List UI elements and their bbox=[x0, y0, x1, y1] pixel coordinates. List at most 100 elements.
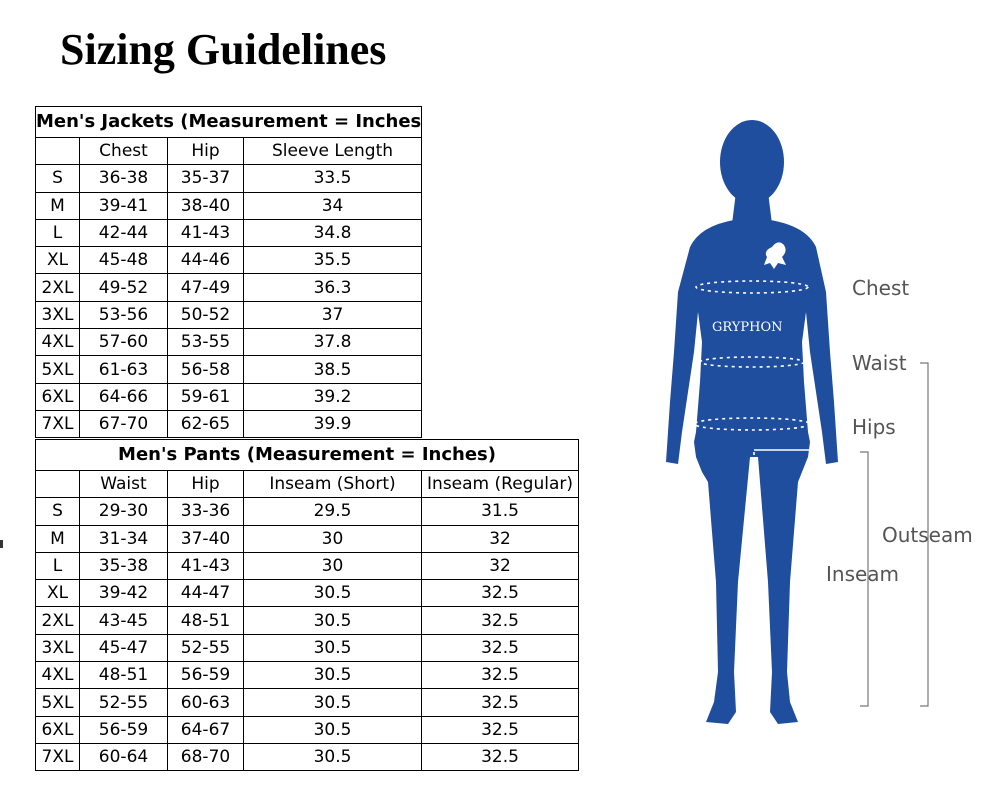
measurement-cell: 67-70 bbox=[79, 409, 168, 439]
inseam-label: Inseam bbox=[826, 562, 900, 586]
measurement-cell: 57-60 bbox=[79, 328, 168, 357]
measurement-cell: 30 bbox=[243, 551, 422, 581]
size-label-cell: 6XL bbox=[35, 382, 80, 411]
inseam-bracket bbox=[860, 451, 869, 707]
measurement-cell: 45-47 bbox=[79, 633, 168, 663]
column-header: Inseam (Regular) bbox=[420, 469, 580, 499]
measurement-cell: 39.9 bbox=[242, 409, 423, 439]
measurement-cell: 45-48 bbox=[79, 246, 168, 275]
measurement-cell: 37.8 bbox=[242, 328, 423, 357]
size-label-cell: L bbox=[35, 218, 80, 248]
hips-label: Hips bbox=[852, 415, 896, 439]
measurement-cell: 42-44 bbox=[79, 218, 168, 248]
measurement-cell: 37-40 bbox=[167, 524, 244, 553]
measurement-cell: 38-40 bbox=[167, 191, 244, 220]
table-row: 2XL 43-45 48-51 30.5 32.5 bbox=[35, 606, 580, 635]
column-header: Hip bbox=[167, 136, 244, 166]
measurement-cell: 35-38 bbox=[79, 551, 168, 581]
table-row: 4XL 57-60 53-55 37.8 bbox=[35, 328, 423, 357]
table-row: 3XL 53-56 50-52 37 bbox=[35, 300, 423, 330]
column-header bbox=[35, 469, 80, 499]
measurement-cell: 37 bbox=[242, 300, 423, 330]
size-label-cell: 3XL bbox=[35, 633, 80, 663]
measurement-cell: 52-55 bbox=[79, 688, 168, 717]
measurement-cell: 62-65 bbox=[167, 409, 244, 439]
table-row: 6XL 56-59 64-67 30.5 32.5 bbox=[35, 715, 580, 744]
measurement-cell: 31-34 bbox=[79, 524, 168, 553]
table-row: L 35-38 41-43 30 32 bbox=[35, 551, 580, 581]
table-row: XL 39-42 44-47 30.5 32.5 bbox=[35, 579, 580, 608]
measurement-cell: 32.5 bbox=[420, 742, 580, 772]
size-label-cell: 6XL bbox=[35, 715, 80, 744]
size-label-cell: L bbox=[35, 551, 80, 581]
size-label-cell: 4XL bbox=[35, 661, 80, 690]
measurement-cell: 32.5 bbox=[420, 606, 580, 635]
measurement-cell: 32.5 bbox=[420, 633, 580, 663]
size-label-cell: 7XL bbox=[35, 409, 80, 439]
pants-table-caption: Men's Pants (Measurement = Inches) bbox=[34, 439, 580, 471]
measurement-cell: 29-30 bbox=[79, 497, 168, 526]
gryphon-logo-icon bbox=[764, 242, 786, 269]
edge-mark bbox=[0, 540, 3, 548]
measurement-cell: 33.5 bbox=[242, 164, 423, 193]
measurement-cell: 48-51 bbox=[167, 606, 244, 635]
measurement-cell: 30.5 bbox=[243, 633, 422, 663]
size-label-cell: 3XL bbox=[35, 300, 80, 330]
silhouette-shape bbox=[666, 120, 838, 724]
measurement-cell: 68-70 bbox=[167, 742, 244, 772]
measurement-cell: 64-67 bbox=[167, 715, 244, 744]
table-row: 7XL 60-64 68-70 30.5 32.5 bbox=[35, 742, 580, 772]
measurement-cell: 30.5 bbox=[243, 742, 422, 772]
pants-size-table: Men's Pants (Measurement = Inches) Waist… bbox=[34, 439, 580, 772]
column-header: Sleeve Length bbox=[242, 136, 423, 166]
measurement-cell: 41-43 bbox=[167, 218, 244, 248]
table-row: 6XL 64-66 59-61 39.2 bbox=[35, 382, 423, 411]
measurement-cell: 39.2 bbox=[242, 382, 423, 411]
measurement-cell: 32.5 bbox=[420, 579, 580, 608]
measurement-cell: 60-64 bbox=[79, 742, 168, 772]
measurement-cell: 36.3 bbox=[242, 273, 423, 302]
measurement-cell: 30.5 bbox=[243, 688, 422, 717]
measurement-cell: 33-36 bbox=[167, 497, 244, 526]
measurement-cell: 30.5 bbox=[243, 661, 422, 690]
size-label-cell: M bbox=[35, 524, 80, 553]
measurement-cell: 52-55 bbox=[167, 633, 244, 663]
table-row: M 31-34 37-40 30 32 bbox=[35, 524, 580, 553]
table-row: 3XL 45-47 52-55 30.5 32.5 bbox=[35, 633, 580, 663]
size-label-cell: S bbox=[35, 164, 80, 193]
measurement-cell: 30.5 bbox=[243, 579, 422, 608]
table-row: 5XL 52-55 60-63 30.5 32.5 bbox=[35, 688, 580, 717]
measurement-cell: 30.5 bbox=[243, 715, 422, 744]
table-row: 5XL 61-63 56-58 38.5 bbox=[35, 355, 423, 384]
measurement-cell: 39-41 bbox=[79, 191, 168, 220]
column-header: Chest bbox=[79, 136, 168, 166]
measurement-cell: 29.5 bbox=[243, 497, 422, 526]
table-row: S 29-30 33-36 29.5 31.5 bbox=[35, 497, 580, 526]
measurement-cell: 35-37 bbox=[167, 164, 244, 193]
measurement-cell: 44-47 bbox=[167, 579, 244, 608]
measurement-cell: 34.8 bbox=[242, 218, 423, 248]
measurement-cell: 30 bbox=[243, 524, 422, 553]
table-row: S 36-38 35-37 33.5 bbox=[35, 164, 423, 193]
size-label-cell: 2XL bbox=[35, 606, 80, 635]
jackets-size-table: Men's Jackets (Measurement = Inches) Che… bbox=[34, 106, 423, 439]
measurement-cell: 53-56 bbox=[79, 300, 168, 330]
measurement-cell: 59-61 bbox=[167, 382, 244, 411]
column-header: Hip bbox=[167, 469, 244, 499]
size-label-cell: 5XL bbox=[35, 355, 80, 384]
size-label-cell: S bbox=[35, 497, 80, 526]
measurement-cell: 32.5 bbox=[420, 688, 580, 717]
chest-measure-line bbox=[695, 280, 809, 294]
jackets-table-caption: Men's Jackets (Measurement = Inches) bbox=[34, 106, 423, 138]
page-title: Sizing Guidelines bbox=[60, 25, 387, 74]
table-row: M 39-41 38-40 34 bbox=[35, 191, 423, 220]
measurement-cell: 43-45 bbox=[79, 606, 168, 635]
brand-logo-text: GRYPHON bbox=[712, 320, 782, 335]
measurement-cell: 60-63 bbox=[167, 688, 244, 717]
measurement-cell: 30.5 bbox=[243, 606, 422, 635]
size-label-cell: XL bbox=[35, 579, 80, 608]
measurement-cell: 32 bbox=[420, 551, 580, 581]
measurement-cell: 56-59 bbox=[167, 661, 244, 690]
table-row: 4XL 48-51 56-59 30.5 32.5 bbox=[35, 661, 580, 690]
measurement-cell: 39-42 bbox=[79, 579, 168, 608]
